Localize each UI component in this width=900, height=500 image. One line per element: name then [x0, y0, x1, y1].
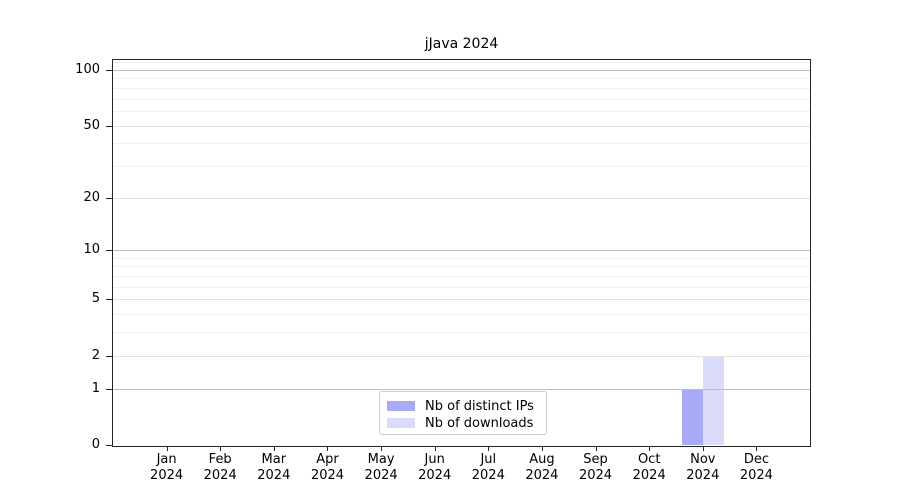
y-gridline-90: [113, 78, 810, 79]
x-tick-label-line: Sep: [583, 452, 608, 467]
x-tick-label-1: Jan 2024: [140, 452, 194, 484]
x-tick-1: [167, 446, 168, 451]
x-tick-label-line: Aug: [529, 452, 555, 467]
y-tick-100: [106, 70, 112, 71]
x-tick-label-10: Oct 2024: [622, 452, 676, 484]
y-gridline-30: [113, 166, 810, 167]
y-tick-label-1: 1: [91, 381, 100, 396]
legend-swatch-distinct-ips: [387, 401, 415, 411]
x-tick-5: [381, 446, 382, 451]
x-tick-label-3: Mar 2024: [247, 452, 301, 484]
y-gridline-6: [113, 287, 810, 288]
x-tick-8: [542, 446, 543, 451]
x-tick-4: [327, 446, 328, 451]
x-tick-2: [220, 446, 221, 451]
y-tick-label-20: 20: [83, 190, 100, 205]
x-tick-label-line: Jan: [156, 452, 177, 467]
x-tick-label-line: Nov: [690, 452, 716, 467]
x-tick-7: [488, 446, 489, 451]
y-tick-50: [106, 126, 112, 127]
y-tick-label-10: 10: [83, 242, 100, 257]
x-tick-label-line: Mar: [261, 452, 287, 467]
x-tick-label-line: 2024: [632, 468, 666, 483]
x-tick-label-line: Jun: [424, 452, 445, 467]
x-tick-6: [435, 446, 436, 451]
x-tick-label-line: 2024: [471, 468, 505, 483]
y-gridline-70: [113, 99, 810, 100]
y-gridline-110: [113, 62, 810, 63]
y-tick-label-5: 5: [91, 291, 100, 306]
x-tick-label-line: 2024: [418, 468, 452, 483]
legend-label-distinct-ips: Nb of distinct IPs: [425, 398, 534, 414]
x-tick-label-line: Oct: [637, 452, 661, 467]
plot-area: [112, 59, 811, 447]
x-tick-label-line: Feb: [208, 452, 232, 467]
chart-title: jJava 2024: [424, 36, 499, 52]
x-tick-label-11: Nov 2024: [676, 452, 730, 484]
y-gridline-9: [113, 258, 810, 259]
x-tick-10: [649, 446, 650, 451]
x-tick-label-2: Feb 2024: [193, 452, 247, 484]
bar-nb-of-downloads: [702, 355, 724, 445]
x-tick-label-6: Jun 2024: [408, 452, 462, 484]
y-tick-2: [106, 356, 112, 357]
y-gridline-50: [113, 126, 810, 127]
x-tick-label-line: 2024: [203, 468, 237, 483]
x-tick-label-5: May 2024: [354, 452, 408, 484]
bar-nb-of-distinct-ips: [681, 388, 703, 445]
y-tick-1: [106, 389, 112, 390]
y-gridline-60: [113, 111, 810, 112]
x-tick-label-12: Dec 2024: [729, 452, 783, 484]
y-gridline-40: [113, 143, 810, 144]
legend-entry-distinct-ips: Nb of distinct IPs: [387, 398, 538, 414]
x-tick-label-4: Apr 2024: [301, 452, 355, 484]
y-gridline-2: [113, 356, 810, 357]
x-tick-label-line: 2024: [150, 468, 184, 483]
x-tick-label-line: Apr: [316, 452, 339, 467]
x-tick-label-line: May: [367, 452, 395, 467]
y-gridline-7: [113, 276, 810, 277]
x-tick-label-line: Jul: [480, 452, 497, 467]
y-gridline-80: [113, 88, 810, 89]
y-gridline-100: [113, 70, 810, 71]
x-tick-label-line: Dec: [743, 452, 769, 467]
y-gridline-8: [113, 266, 810, 267]
y-tick-10: [106, 250, 112, 251]
x-tick-label-9: Sep 2024: [569, 452, 623, 484]
x-tick-label-line: 2024: [364, 468, 398, 483]
x-tick-3: [274, 446, 275, 451]
x-tick-11: [703, 446, 704, 451]
x-tick-label-line: 2024: [525, 468, 559, 483]
y-tick-20: [106, 198, 112, 199]
y-tick-label-0: 0: [91, 437, 100, 452]
y-gridline-20: [113, 198, 810, 199]
x-tick-12: [756, 446, 757, 451]
x-tick-label-line: 2024: [686, 468, 720, 483]
y-gridline-3: [113, 332, 810, 333]
y-tick-0: [106, 445, 112, 446]
x-tick-label-7: Jul 2024: [461, 452, 515, 484]
legend: Nb of distinct IPs Nb of downloads: [379, 391, 547, 435]
x-tick-label-line: 2024: [310, 468, 345, 483]
x-tick-label-line: 2024: [257, 468, 291, 483]
y-gridline-4: [113, 314, 810, 315]
y-tick-label-2: 2: [91, 348, 100, 363]
x-tick-9: [596, 446, 597, 451]
legend-swatch-downloads: [387, 418, 415, 428]
legend-label-downloads: Nb of downloads: [425, 415, 534, 431]
y-tick-label-50: 50: [83, 118, 100, 133]
y-gridline-1: [113, 389, 810, 390]
y-gridline-10: [113, 250, 810, 251]
x-tick-label-8: Aug 2024: [515, 452, 569, 484]
y-tick-5: [106, 299, 112, 300]
x-tick-label-line: 2024: [578, 468, 613, 483]
legend-entry-downloads: Nb of downloads: [387, 415, 538, 431]
y-gridline-5: [113, 299, 810, 300]
x-tick-label-line: 2024: [739, 468, 773, 483]
y-tick-label-100: 100: [75, 62, 100, 77]
